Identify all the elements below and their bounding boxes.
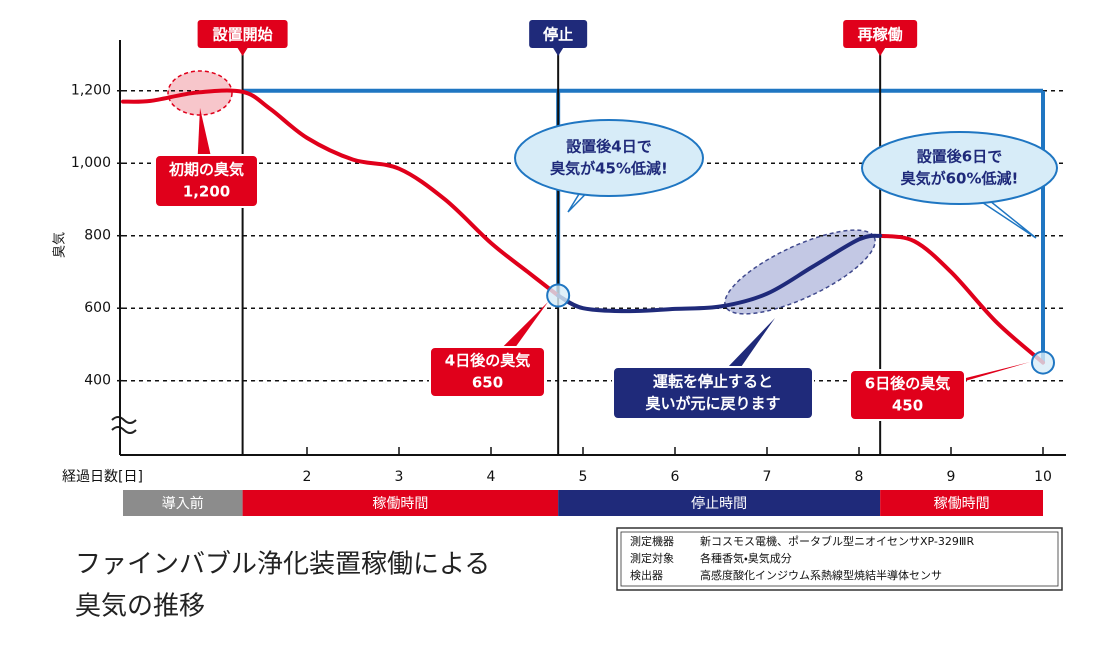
phase-label: 導入前 xyxy=(162,495,204,512)
callout-text: 1,200 xyxy=(183,183,230,201)
note-value: 新コスモス電機、ポータブル型ニオイセンサXP-329ⅢR xyxy=(700,534,974,548)
phase-label: 停止時間 xyxy=(691,496,747,512)
y-tick-label: 600 xyxy=(84,300,111,316)
callout-text: 初期の臭気 xyxy=(168,161,244,179)
callout-cloud xyxy=(514,119,704,197)
x-tick-label: 8 xyxy=(855,469,864,485)
x-tick-label: 3 xyxy=(395,469,404,485)
y-tick-label: 1,200 xyxy=(71,83,111,99)
y-tick-label: 1,000 xyxy=(71,155,111,171)
callout-text: 4日後の臭気 xyxy=(445,352,530,370)
x-tick-label: 10 xyxy=(1034,469,1052,485)
series-line xyxy=(121,88,1045,365)
callout-box xyxy=(154,154,259,208)
series-line xyxy=(556,233,883,314)
event-label: 再稼働 xyxy=(858,26,903,44)
x-axis-label: 経過日数[日] xyxy=(62,469,143,485)
note-value: 高感度酸化インジウム系熱線型焼結半導体センサ xyxy=(700,568,942,582)
callout-text: 臭いが元に戻ります xyxy=(645,395,780,413)
callout-text: 650 xyxy=(472,374,503,392)
notes-box-inner xyxy=(620,531,1059,587)
y-axis-label: 臭気 xyxy=(52,232,68,258)
callout-text: 6日後の臭気 xyxy=(865,375,950,393)
highlight-point xyxy=(1031,350,1055,375)
callout-text: 設置後6日で xyxy=(917,148,1002,166)
phase-band xyxy=(123,490,243,516)
highlight-ellipse xyxy=(724,229,876,315)
callout-text: 450 xyxy=(892,397,923,415)
x-tick-label: 7 xyxy=(763,469,772,485)
phase-label: 稼働時間 xyxy=(934,496,990,512)
notes-box xyxy=(616,527,1063,591)
chart-title: ファインバブル浄化装置稼働による xyxy=(75,550,490,580)
callout-text: 運転を停止すると xyxy=(653,373,773,391)
note-key: 測定機器 xyxy=(630,534,674,548)
phase-band xyxy=(242,490,559,516)
phase-label: 稼働時間 xyxy=(372,496,428,512)
callout-text: 臭気が45%低減! xyxy=(550,160,668,178)
callout-text: 臭気が60%低減! xyxy=(901,170,1019,188)
event-box xyxy=(529,20,588,48)
callout-box xyxy=(612,366,814,420)
chart-title: 臭気の推移 xyxy=(75,592,205,622)
x-tick-label: 2 xyxy=(303,469,312,485)
phase-band xyxy=(558,490,881,516)
highlight-point xyxy=(546,283,571,308)
x-tick-label: 4 xyxy=(487,469,496,485)
y-tick-label: 400 xyxy=(84,373,111,389)
axis-break xyxy=(111,416,137,434)
note-value: 各種香気・臭気成分 xyxy=(700,551,792,565)
event-box xyxy=(843,20,918,48)
event-label: 設置開始 xyxy=(213,26,273,44)
event-pointer xyxy=(553,48,564,56)
phase-band xyxy=(880,490,1043,516)
callout-box xyxy=(849,369,966,421)
event-pointer xyxy=(237,48,248,56)
x-tick-label: 5 xyxy=(579,469,588,485)
note-key: 検出器 xyxy=(630,568,663,582)
event-box xyxy=(197,20,288,48)
callout-box xyxy=(429,346,546,398)
x-tick-label: 6 xyxy=(671,469,680,485)
note-key: 測定対象 xyxy=(630,551,674,565)
event-pointer xyxy=(875,48,886,56)
x-tick-label: 9 xyxy=(947,469,956,485)
callout-text: 設置後4日で xyxy=(566,138,651,156)
event-label: 停止 xyxy=(542,26,573,44)
y-tick-label: 800 xyxy=(84,228,111,244)
callout-cloud xyxy=(861,131,1058,205)
